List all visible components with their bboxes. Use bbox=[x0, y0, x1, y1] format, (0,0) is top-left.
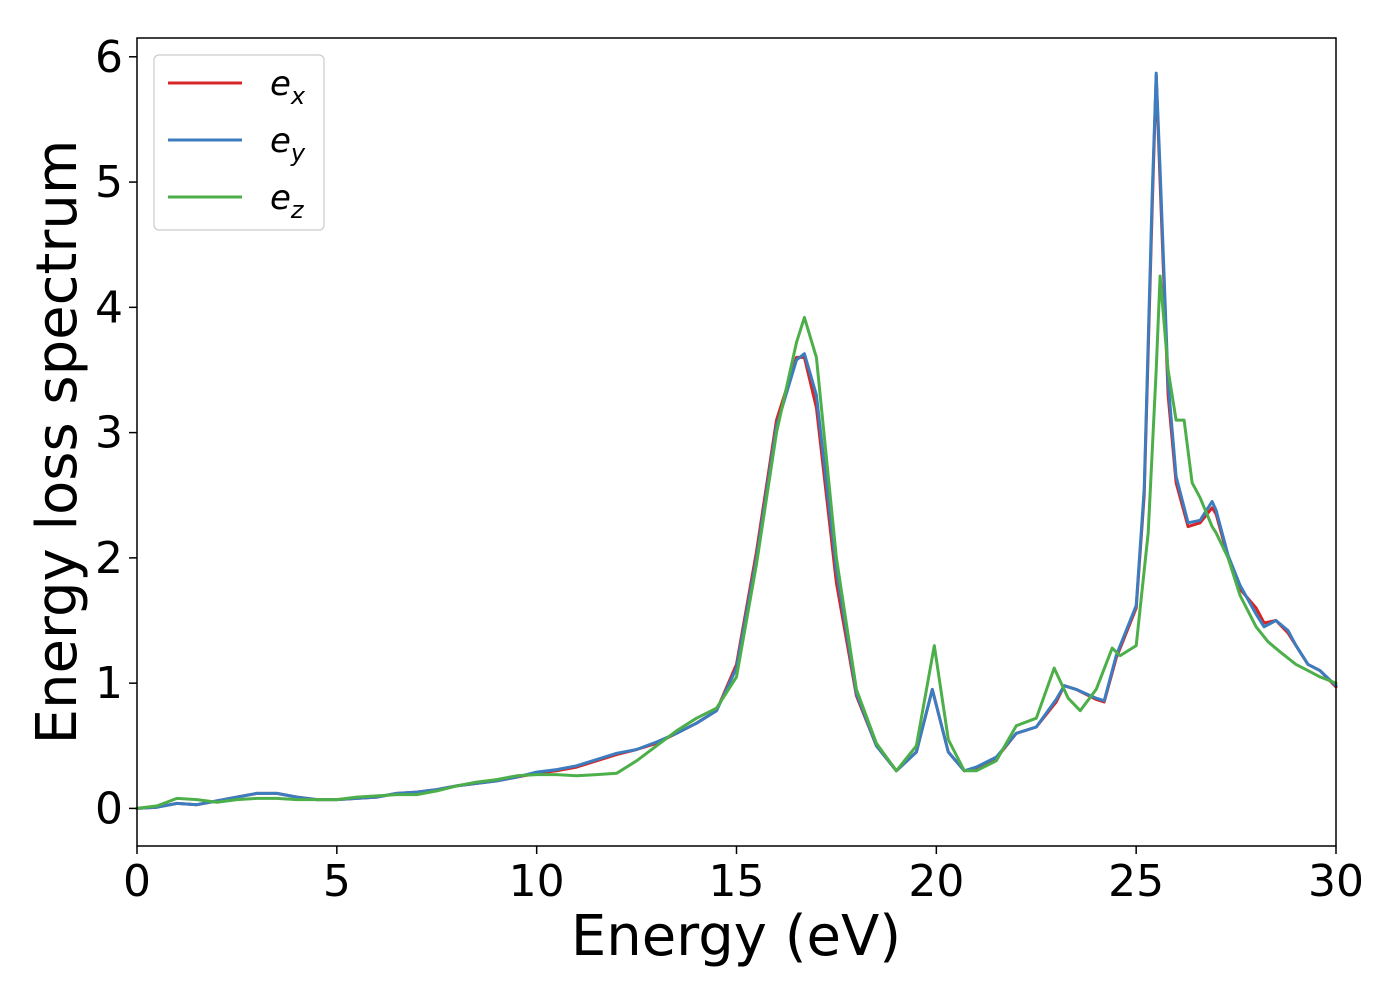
legend-label-base: e bbox=[270, 121, 291, 161]
x-tick-label: 10 bbox=[509, 856, 565, 907]
y-axis-title: Energy loss spectrum bbox=[25, 140, 90, 745]
x-axis-ticks: 0 5 10 15 20 25 30 bbox=[123, 846, 1364, 907]
y-tick-label: 0 bbox=[95, 783, 123, 834]
legend-label-y: ey bbox=[270, 121, 306, 167]
x-tick-label: 5 bbox=[323, 856, 351, 907]
y-axis-ticks: 0 1 2 3 4 5 6 bbox=[95, 32, 137, 834]
series-layer bbox=[135, 71, 1338, 810]
y-tick-label: 3 bbox=[95, 408, 123, 459]
x-tick-label: 15 bbox=[709, 856, 765, 907]
y-tick-label: 1 bbox=[95, 658, 123, 709]
y-tick-label: 2 bbox=[95, 533, 123, 584]
legend-box bbox=[153, 54, 325, 231]
legend-label-z: ez bbox=[270, 178, 305, 224]
legend-label-subscript: y bbox=[290, 139, 306, 167]
y-tick-label: 5 bbox=[95, 157, 123, 208]
x-axis-title: Energy (eV) bbox=[571, 904, 901, 969]
x-tick-label: 0 bbox=[123, 856, 151, 907]
x-tick-label: 20 bbox=[908, 856, 964, 907]
x-tick-label: 30 bbox=[1308, 856, 1364, 907]
legend-label-subscript: z bbox=[290, 196, 305, 224]
legend-label-base: e bbox=[270, 64, 291, 104]
legend-label-base: e bbox=[270, 178, 291, 218]
series-line-z bbox=[135, 274, 1338, 810]
y-tick-label: 6 bbox=[95, 32, 123, 83]
legend-label-x: ex bbox=[270, 64, 306, 110]
legend-label-subscript: x bbox=[290, 82, 306, 110]
y-tick-label: 4 bbox=[95, 282, 123, 333]
x-tick-label: 25 bbox=[1108, 856, 1164, 907]
